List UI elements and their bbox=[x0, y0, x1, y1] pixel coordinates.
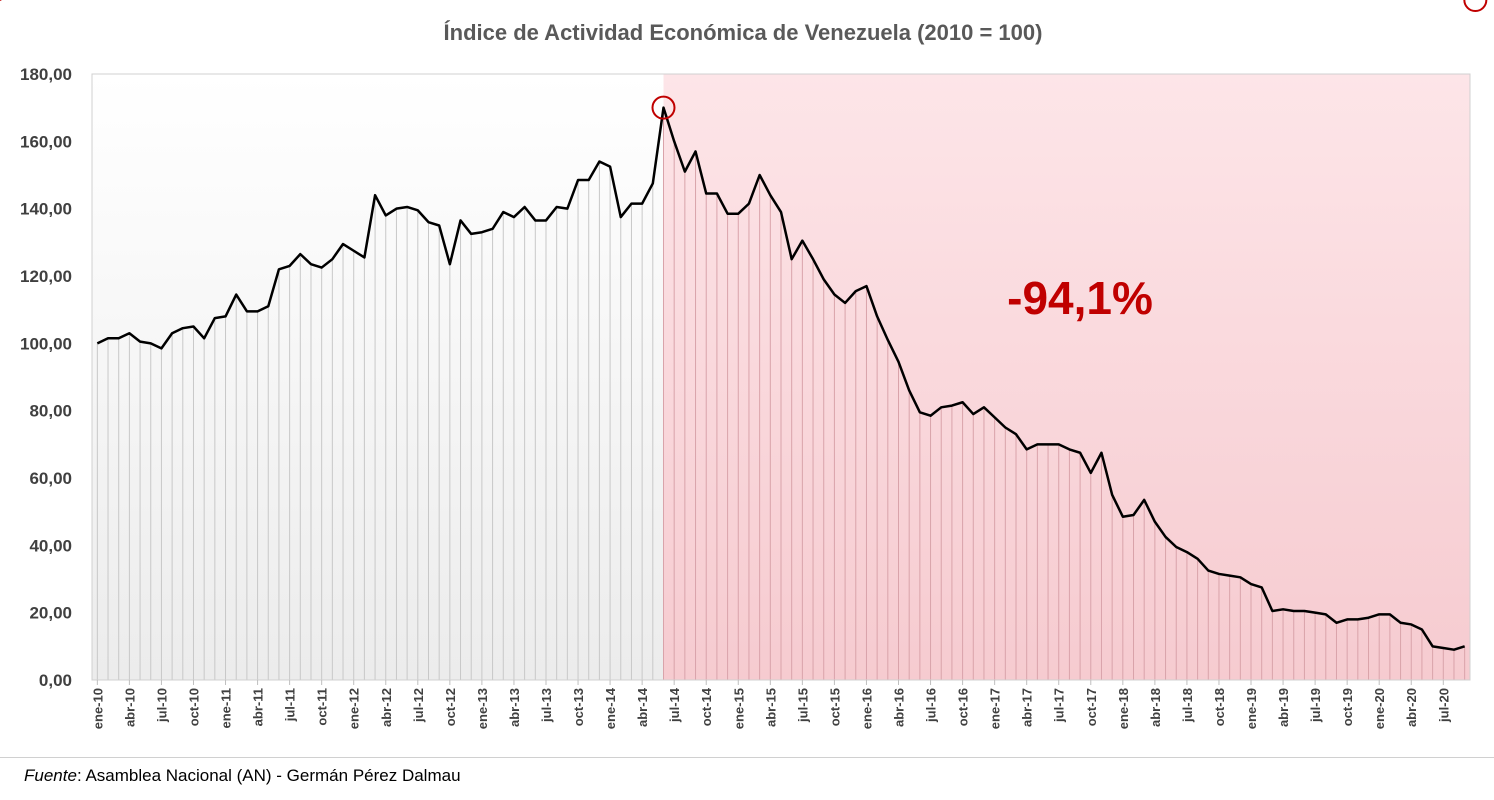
x-tick-label: ene-13 bbox=[475, 688, 490, 729]
x-tick-label: ene-10 bbox=[90, 688, 105, 729]
plot-area bbox=[91, 73, 1471, 681]
x-tick-label: oct-17 bbox=[1084, 688, 1099, 726]
y-tick-label: 0,00 bbox=[39, 671, 72, 690]
x-tick-label: jul-20 bbox=[1436, 688, 1451, 723]
x-tick-label: ene-20 bbox=[1372, 688, 1387, 729]
x-tick-label: jul-10 bbox=[154, 688, 169, 723]
y-tick-label: 40,00 bbox=[29, 536, 72, 555]
x-tick-label: abr-14 bbox=[635, 687, 650, 727]
x-tick-label: oct-13 bbox=[571, 688, 586, 726]
chart-title: Índice de Actividad Económica de Venezue… bbox=[444, 20, 1043, 45]
x-tick-label: ene-14 bbox=[603, 687, 618, 729]
y-tick-label: 180,00 bbox=[20, 65, 72, 84]
decline-label: -94,1% bbox=[1007, 272, 1153, 324]
series-path bbox=[96, 106, 1466, 651]
x-tick-label: ene-19 bbox=[1244, 688, 1259, 729]
x-tick-label: jul-16 bbox=[924, 688, 939, 723]
y-tick-label: 120,00 bbox=[20, 267, 72, 286]
x-tick-label: jul-13 bbox=[539, 688, 554, 723]
annotation: -94,1% bbox=[651, 0, 1488, 324]
x-tick-label: oct-19 bbox=[1340, 688, 1355, 726]
x-tick-label: ene-15 bbox=[731, 688, 746, 729]
x-tick-label: abr-19 bbox=[1276, 688, 1291, 727]
source-label: Fuente bbox=[24, 766, 77, 785]
x-tick-label: abr-16 bbox=[892, 688, 907, 727]
x-tick-label: jul-11 bbox=[283, 688, 298, 722]
x-tick-label: ene-17 bbox=[988, 688, 1003, 729]
x-tick-label: abr-12 bbox=[379, 688, 394, 727]
x-tick-label: oct-18 bbox=[1212, 688, 1227, 726]
x-tick-label: ene-18 bbox=[1116, 688, 1131, 729]
shaded-region-0 bbox=[92, 74, 664, 680]
y-tick-label: 160,00 bbox=[20, 132, 72, 151]
y-tick-label: 20,00 bbox=[29, 604, 72, 623]
x-tick-label: abr-10 bbox=[122, 688, 137, 727]
x-tick-label: abr-18 bbox=[1148, 688, 1163, 727]
x-tick-label: abr-15 bbox=[763, 688, 778, 727]
x-tick-label: jul-17 bbox=[1052, 688, 1067, 723]
peak-marker bbox=[651, 95, 676, 120]
x-tick-label: ene-11 bbox=[219, 688, 234, 728]
x-tick-label: jul-19 bbox=[1308, 688, 1323, 723]
x-axis: ene-10 abr-10 jul-10 oct-10 ene-11 abr-11 jul-… bbox=[90, 680, 1451, 729]
source-text: : Asamblea Nacional (AN) - Germán Pérez … bbox=[76, 766, 461, 785]
source-note: Fuente: Asamblea Nacional (AN) - Germán … bbox=[24, 766, 461, 786]
footer-divider bbox=[0, 757, 1494, 758]
end-marker bbox=[1463, 0, 1488, 12]
shaded-region-1 bbox=[663, 74, 1470, 680]
x-tick-label: ene-16 bbox=[859, 688, 874, 729]
x-tick-label: oct-12 bbox=[443, 688, 458, 726]
y-tick-label: 80,00 bbox=[29, 402, 72, 421]
x-tick-label: jul-14 bbox=[667, 687, 682, 723]
x-tick-label: abr-20 bbox=[1404, 688, 1419, 727]
y-tick-label: 60,00 bbox=[29, 469, 72, 488]
x-tick-label: jul-12 bbox=[411, 688, 426, 723]
x-tick-label: ene-12 bbox=[347, 688, 362, 729]
x-tick-label: abr-11 bbox=[251, 688, 266, 726]
drop-lines bbox=[96, 107, 1466, 680]
x-tick-label: jul-15 bbox=[795, 688, 810, 723]
shaded-regions bbox=[92, 74, 1470, 680]
y-axis: 0,00 20,00 40,00 60,00 80,00 100,00 120,00 140,… bbox=[20, 65, 72, 690]
x-tick-label: jul-18 bbox=[1180, 688, 1195, 723]
x-tick-label: oct-15 bbox=[827, 688, 842, 726]
y-tick-label: 140,00 bbox=[20, 200, 72, 219]
x-tick-label: abr-17 bbox=[1020, 688, 1035, 727]
y-tick-label: 100,00 bbox=[20, 334, 72, 353]
x-tick-label: abr-13 bbox=[507, 688, 522, 727]
x-tick-label: oct-10 bbox=[186, 688, 201, 726]
x-tick-label: oct-16 bbox=[956, 688, 971, 726]
x-tick-label: oct-11 bbox=[315, 688, 330, 726]
x-tick-label: oct-14 bbox=[699, 687, 714, 726]
series-line bbox=[96, 106, 1466, 651]
